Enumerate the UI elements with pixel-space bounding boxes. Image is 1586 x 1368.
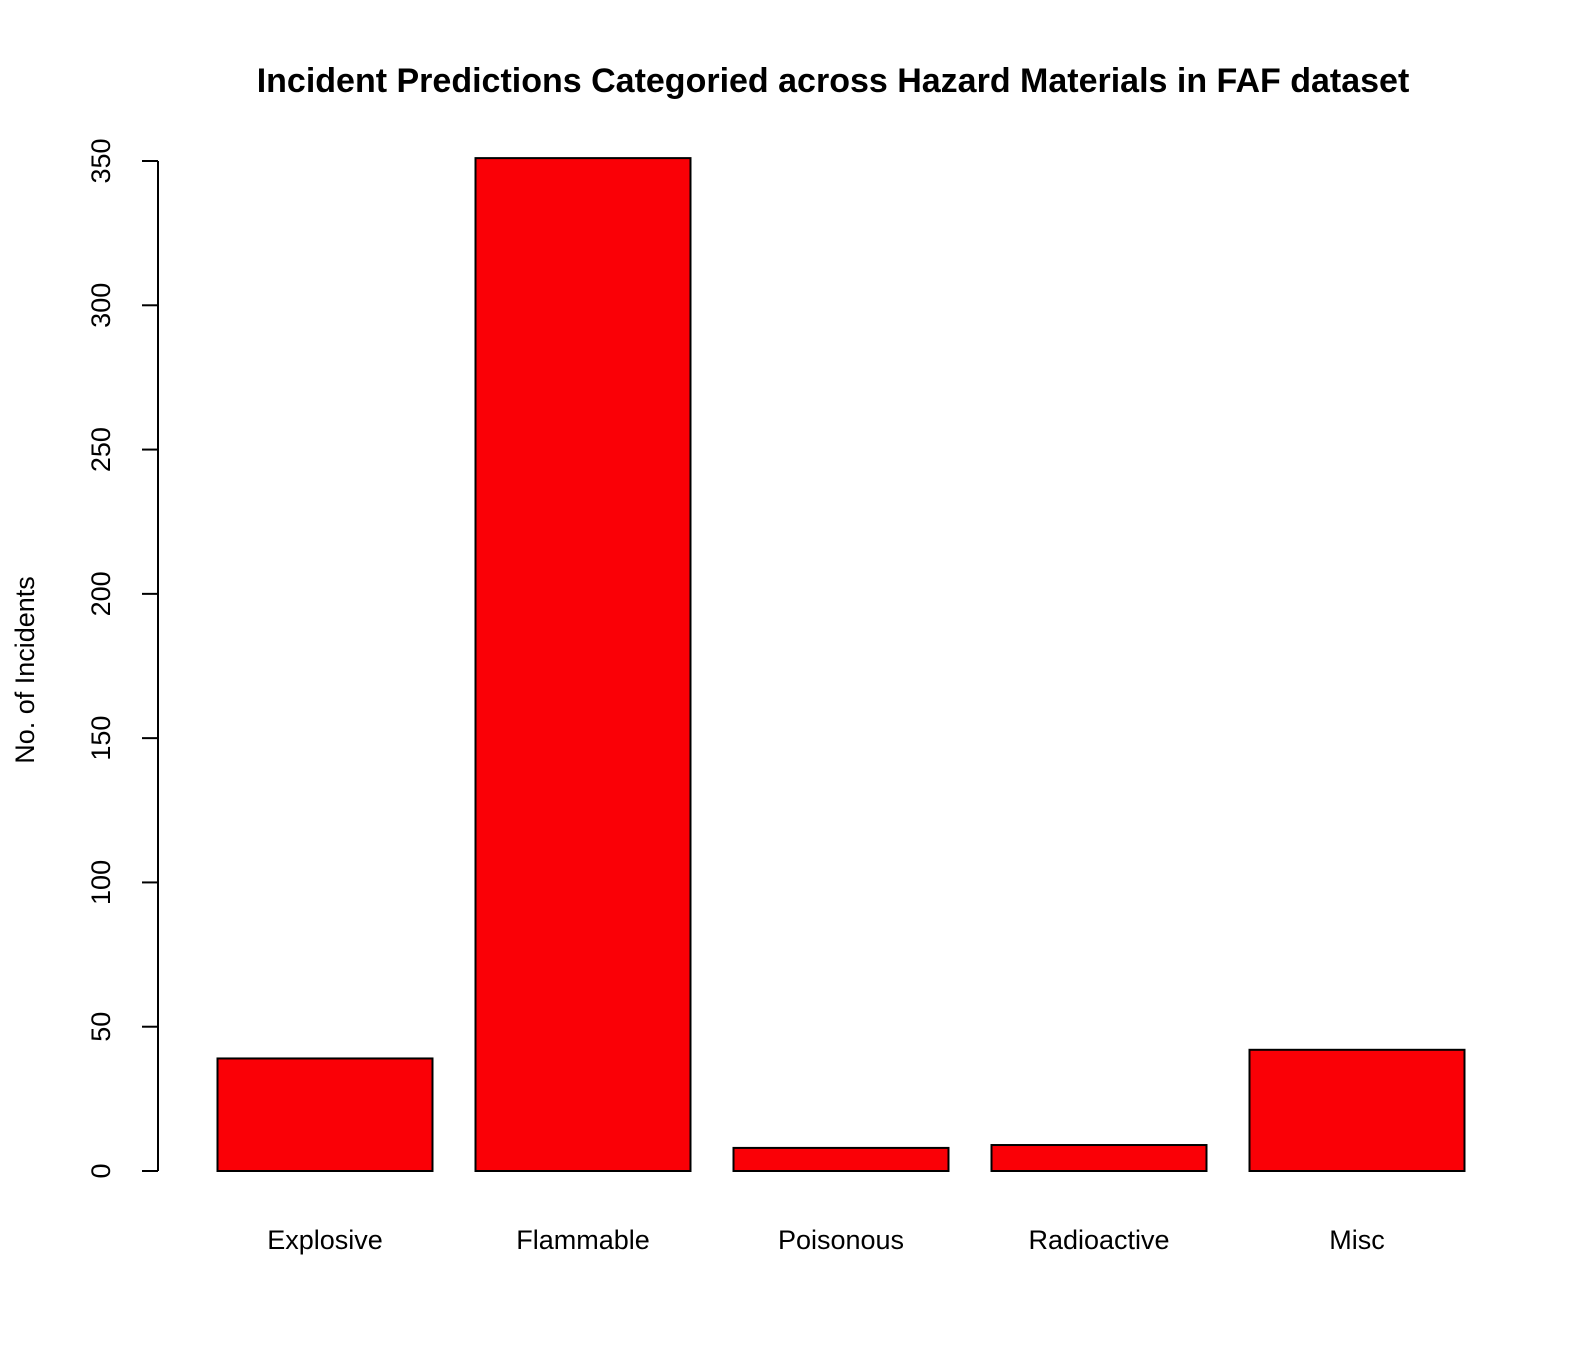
y-tick-label: 50 xyxy=(86,1012,116,1042)
category-label-explosive: Explosive xyxy=(267,1225,383,1255)
y-axis-label: No. of Incidents xyxy=(10,576,40,764)
y-tick-label: 100 xyxy=(86,860,116,905)
category-label-flammable: Flammable xyxy=(516,1225,650,1255)
category-label-poisonous: Poisonous xyxy=(778,1225,904,1255)
y-tick-label: 150 xyxy=(86,716,116,761)
chart-title: Incident Predictions Categoried across H… xyxy=(257,62,1410,100)
y-tick-label: 300 xyxy=(86,283,116,328)
y-axis-ticks: 0 50 100 150 200 250 300 350 xyxy=(86,138,158,1179)
category-labels: Explosive Flammable Poisonous Radioactive Mi… xyxy=(267,1225,1385,1255)
category-label-radioactive: Radioactive xyxy=(1028,1225,1169,1255)
y-tick-label: 250 xyxy=(86,427,116,472)
bar-radioactive xyxy=(990,1144,1208,1172)
category-label-misc: Misc xyxy=(1329,1225,1385,1255)
bar-flammable xyxy=(474,157,692,1173)
bar-misc xyxy=(1248,1048,1466,1173)
y-tick-label: 0 xyxy=(86,1163,116,1178)
bar-explosive xyxy=(216,1057,434,1173)
y-tick-label: 350 xyxy=(86,138,116,183)
bars-group xyxy=(216,157,1466,1173)
y-tick-label: 200 xyxy=(86,571,116,616)
bar-poisonous xyxy=(732,1146,950,1173)
